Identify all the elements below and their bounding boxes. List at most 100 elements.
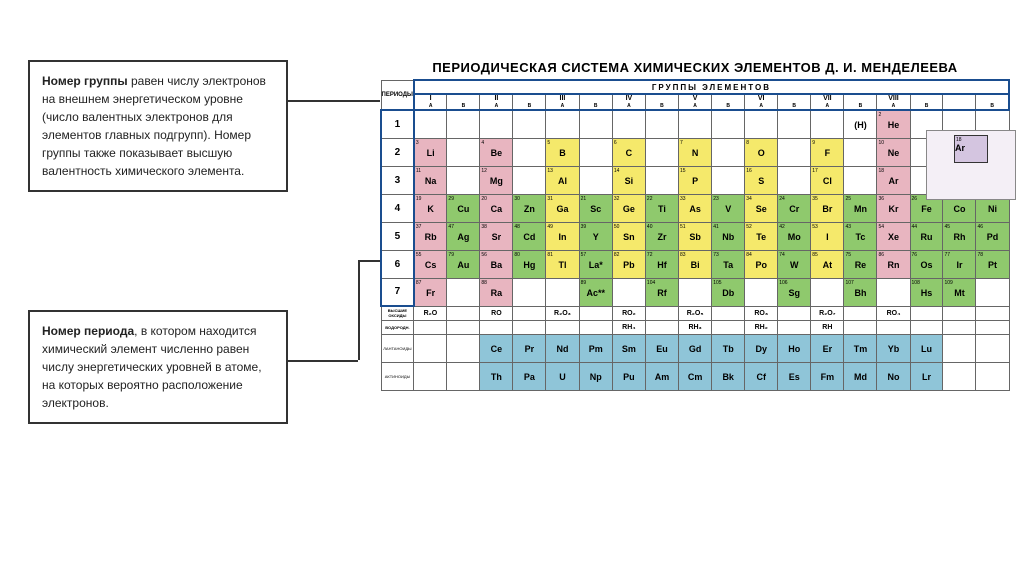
period-number: 2 <box>381 138 414 166</box>
callout-group: Номер группы равен числу электронов на в… <box>28 60 288 192</box>
group-col-header: B <box>778 94 811 110</box>
element-cell: 89Ac** <box>579 278 612 306</box>
period-number: 5 <box>381 222 414 250</box>
element-cell: 104Rf <box>645 278 678 306</box>
element-cell: 30Zn <box>513 194 546 222</box>
element-cell: 106Sg <box>778 278 811 306</box>
element-cell <box>712 138 745 166</box>
element-cell: 16S <box>745 166 778 194</box>
element-cell: 57La* <box>579 250 612 278</box>
series-element: Dy <box>745 334 778 362</box>
callout-period-title: Номер периода <box>42 324 134 338</box>
formula-cell <box>480 320 513 334</box>
formula-cell: R₂O₅ <box>679 306 712 320</box>
formula-cell: RH₂ <box>745 320 778 334</box>
element-cell: 86Rn <box>877 250 910 278</box>
element-cell <box>745 110 778 138</box>
formula-cell <box>579 320 612 334</box>
series-element: Cm <box>679 362 712 390</box>
group-col-header: B <box>513 94 546 110</box>
formula-cell: RO₂ <box>612 306 645 320</box>
periodic-table-grid: ПЕРИОДЫГРУППЫ ЭЛЕМЕНТОВIABIIABIIIABIVABV… <box>380 79 1010 391</box>
element-cell <box>844 166 877 194</box>
element-cell: 85At <box>811 250 844 278</box>
element-cell: 10Ne <box>877 138 910 166</box>
connector-period-v <box>358 260 360 360</box>
series-element: U <box>546 362 579 390</box>
element-cell: 9F <box>811 138 844 166</box>
series-element: Ce <box>480 334 513 362</box>
element-cell: 107Bh <box>844 278 877 306</box>
series-element: Pm <box>579 334 612 362</box>
series-element: Lu <box>910 334 943 362</box>
element-cell: 5B <box>546 138 579 166</box>
element-cell: 82Pb <box>612 250 645 278</box>
series-element: Th <box>480 362 513 390</box>
element-cell: 20Ca <box>480 194 513 222</box>
series-label: АКТИНОИДЫ <box>381 362 414 390</box>
formula-cell <box>546 320 579 334</box>
formula-cell: R₂O₇ <box>811 306 844 320</box>
element-cell: 50Sn <box>612 222 645 250</box>
formula-cell <box>778 320 811 334</box>
groups-header: ГРУППЫ ЭЛЕМЕНТОВ <box>414 80 1009 94</box>
group-col-header: IVA <box>612 94 645 110</box>
group-col-header: VIA <box>745 94 778 110</box>
group-col-header: IA <box>414 94 447 110</box>
element-cell <box>579 110 612 138</box>
element-cell: 53I <box>811 222 844 250</box>
element-cell: 75Re <box>844 250 877 278</box>
callout-period: Номер периода, в котором находится химич… <box>28 310 288 424</box>
element-cell <box>447 278 480 306</box>
element-cell <box>447 138 480 166</box>
element-cell <box>679 278 712 306</box>
series-element: Pa <box>513 362 546 390</box>
element-cell: 109Mt <box>943 278 976 306</box>
element-cell <box>579 166 612 194</box>
element-cell: 23V <box>712 194 745 222</box>
element-cell <box>645 166 678 194</box>
formula-row-label: ВЫСШИЕ ОКСИДЫ <box>381 306 414 320</box>
element-cell: 17Cl <box>811 166 844 194</box>
element-cell: 54Xe <box>877 222 910 250</box>
group-col-header: VIIIA <box>877 94 910 110</box>
formula-cell <box>513 306 546 320</box>
series-element <box>943 334 976 362</box>
period-number: 3 <box>381 166 414 194</box>
element-cell: 108Hs <box>910 278 943 306</box>
element-cell: 78Pt <box>976 250 1009 278</box>
element-cell: 37Rb <box>414 222 447 250</box>
series-element: Md <box>844 362 877 390</box>
formula-cell: RH₄ <box>612 320 645 334</box>
callout-group-text: равен числу электронов на внешнем энерге… <box>42 74 266 178</box>
series-label: ЛАНТАНОИДЫ <box>381 334 414 362</box>
element-cell <box>712 110 745 138</box>
series-element: Es <box>778 362 811 390</box>
element-cell: 25Mn <box>844 194 877 222</box>
element-cell: 31Ga <box>546 194 579 222</box>
element-cell <box>778 166 811 194</box>
table-title: ПЕРИОДИЧЕСКАЯ СИСТЕМА ХИМИЧЕСКИХ ЭЛЕМЕНТ… <box>380 60 1010 75</box>
series-element: Cf <box>745 362 778 390</box>
formula-cell: R₂O₃ <box>546 306 579 320</box>
element-cell: 56Ba <box>480 250 513 278</box>
series-element <box>414 362 447 390</box>
element-cell: 48Cd <box>513 222 546 250</box>
element-cell: 3Li <box>414 138 447 166</box>
element-cell <box>513 110 546 138</box>
element-cell: 33As <box>679 194 712 222</box>
formula-cell: R₂O <box>414 306 447 320</box>
element-cell <box>745 278 778 306</box>
element-cell: 45Rh <box>943 222 976 250</box>
formula-cell <box>579 306 612 320</box>
element-cell <box>976 278 1009 306</box>
formula-cell <box>943 320 976 334</box>
element-cell: 73Ta <box>712 250 745 278</box>
element-cell: 21Sc <box>579 194 612 222</box>
formula-cell <box>943 306 976 320</box>
element-cell <box>447 110 480 138</box>
element-cell: 80Hg <box>513 250 546 278</box>
formula-cell <box>976 320 1009 334</box>
series-element: Yb <box>877 334 910 362</box>
element-cell <box>513 138 546 166</box>
